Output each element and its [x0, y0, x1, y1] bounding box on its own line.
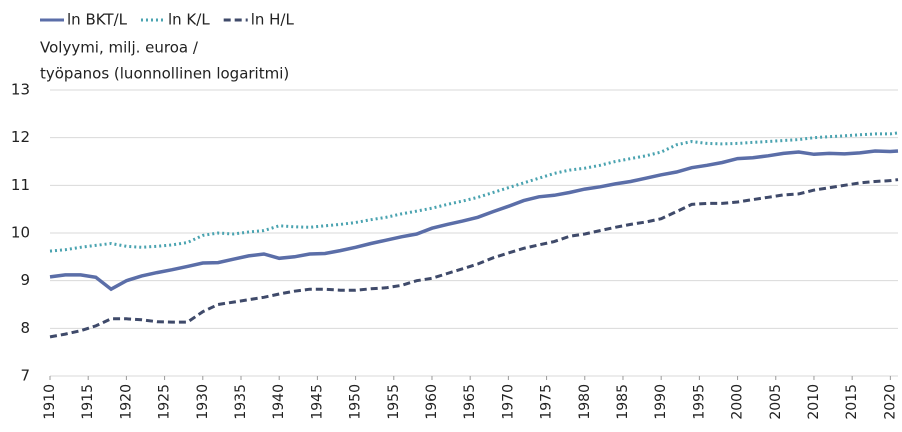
x-tick-label: 1925 — [157, 384, 173, 420]
x-tick-label: 2010 — [806, 384, 822, 420]
series-line — [49, 149, 899, 292]
x-tick-label: 1970 — [500, 384, 516, 420]
x-tick-label: 1910 — [42, 384, 58, 420]
x-tick-label: 1955 — [386, 384, 402, 420]
y-tick-label: 12 — [11, 128, 30, 146]
legend-label: ln H/L — [251, 11, 295, 29]
y-axis-label: Volyymi, milj. euroa / — [40, 39, 199, 57]
y-tick-label: 11 — [11, 176, 30, 194]
y-axis-label: työpanos (luonnollinen logaritmi) — [40, 65, 289, 83]
y-tick-label: 7 — [20, 367, 30, 385]
x-tick-label: 1940 — [271, 384, 287, 420]
x-tick-label: 1915 — [80, 384, 96, 420]
x-tick-label: 1995 — [691, 384, 707, 420]
legend-label: ln BKT/L — [67, 11, 128, 29]
x-tick-label: 1930 — [195, 384, 211, 420]
series-line — [49, 178, 899, 339]
x-tick-label: 1950 — [348, 384, 364, 420]
x-tick-label: 1960 — [424, 384, 440, 420]
y-tick-label: 9 — [20, 271, 30, 289]
x-tick-label: 1980 — [577, 384, 593, 420]
x-tick-label: 1990 — [653, 384, 669, 420]
x-tick-label: 1935 — [233, 384, 249, 420]
x-tick-label: 1945 — [309, 384, 325, 420]
y-tick-label: 10 — [11, 224, 30, 242]
y-tick-label: 13 — [11, 81, 30, 99]
legend-label: ln K/L — [168, 11, 210, 29]
x-tick-label: 2015 — [844, 384, 860, 420]
x-tick-label: 1965 — [462, 384, 478, 420]
x-tick-label: 1985 — [615, 384, 631, 420]
x-tick-label: 2020 — [882, 384, 898, 420]
x-tick-label: 2005 — [768, 384, 784, 420]
x-tick-label: 1920 — [118, 384, 134, 420]
x-tick-label: 2000 — [730, 384, 746, 420]
x-tick-label: 1975 — [539, 384, 555, 420]
y-tick-label: 8 — [20, 319, 30, 337]
